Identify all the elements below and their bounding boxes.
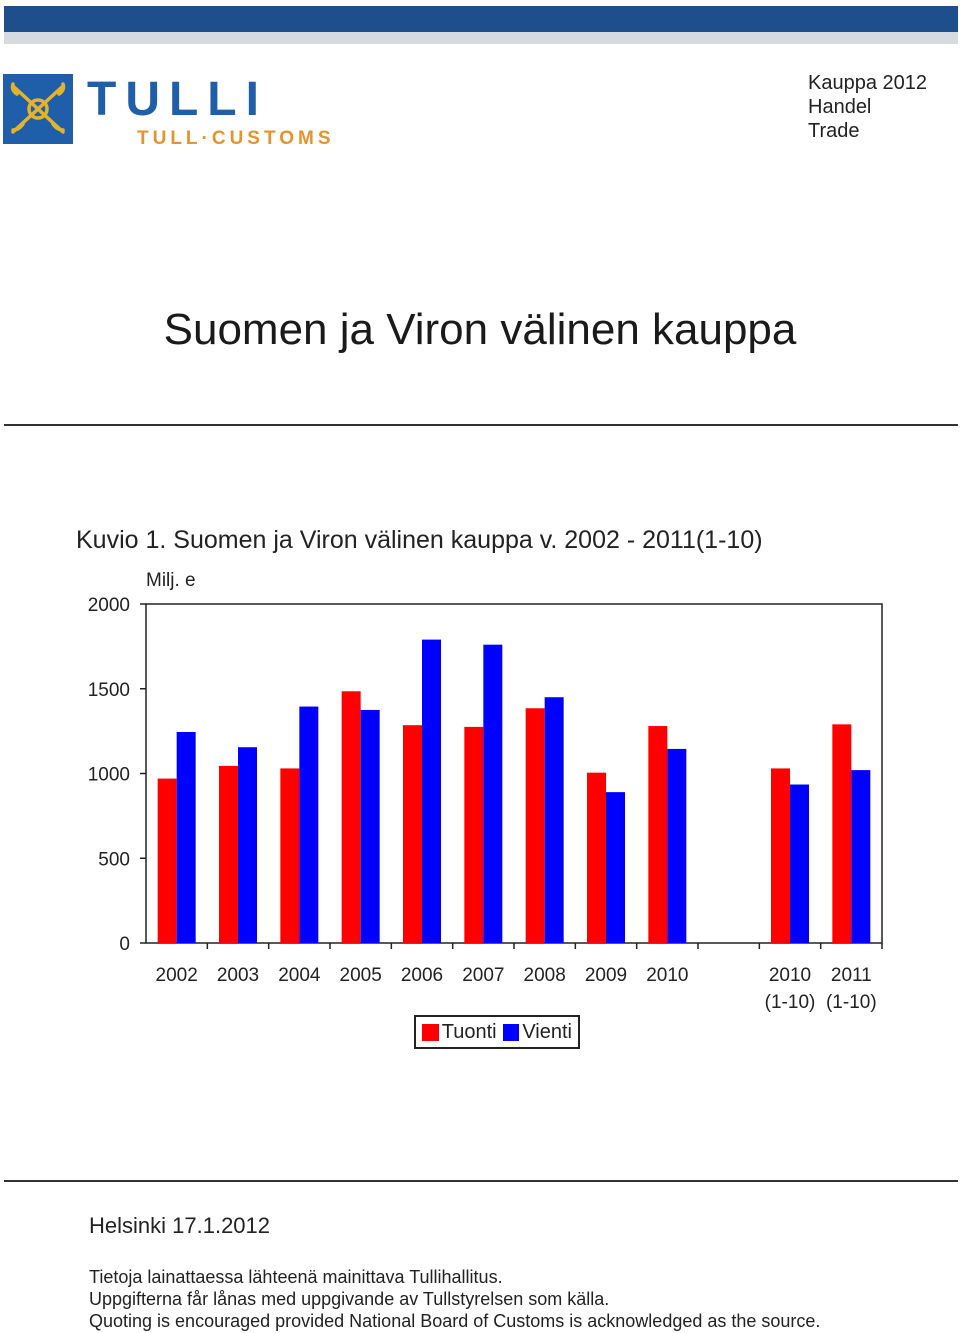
legend-swatch-tuonti — [422, 1023, 439, 1041]
divider-bottom — [4, 1180, 958, 1182]
x-tick-label: 2002 — [156, 965, 198, 986]
x-tick-label: 2011 — [831, 965, 872, 986]
bar-vienti — [422, 639, 441, 943]
chart-title: Kuvio 1. Suomen ja Viron välinen kauppa … — [76, 526, 763, 554]
bar-tuonti — [587, 772, 606, 943]
bar-vienti — [360, 709, 380, 943]
page-title: Suomen ja Viron välinen kauppa — [163, 305, 797, 354]
bar-tuonti — [403, 725, 422, 943]
bar-vienti — [851, 770, 871, 943]
footnote-line: Uppgifterna får lånas med uppgivande av … — [89, 1289, 610, 1309]
bar-tuonti — [648, 726, 668, 943]
header-line: Kauppa 2012 — [808, 72, 928, 94]
x-tick-label: 2008 — [524, 965, 566, 986]
x-tick-label: 2007 — [462, 965, 504, 986]
bar-tuonti — [280, 768, 300, 943]
y-tick-label: 1000 — [88, 765, 130, 786]
y-axis-label: Milj. e — [146, 570, 196, 591]
x-tick-label: 2010 — [769, 965, 811, 986]
header-right-text: Kauppa 2012 Handel Trade — [808, 71, 927, 143]
bar-vienti — [238, 747, 257, 943]
bar-chart: 0 500 1000 1500 2000 Milj. e 2002 2003 2004 2005 2… — [88, 570, 883, 1013]
bar-vienti — [176, 731, 196, 943]
footnotes: Tietoja lainattaessa lähteenä mainittava… — [89, 1266, 820, 1332]
bar-vienti — [299, 706, 319, 943]
legend-swatch-vienti — [502, 1023, 520, 1041]
legend-label-vienti: Vienti — [522, 1020, 572, 1043]
bar-tuonti — [157, 778, 177, 943]
bar-tuonti — [219, 765, 238, 943]
header-line: Trade — [808, 120, 860, 142]
bar-vienti — [667, 748, 687, 943]
bar-tuonti — [464, 726, 484, 943]
footnote-line: Quoting is encouraged provided National … — [89, 1311, 821, 1331]
bar-tuonti — [832, 724, 852, 943]
top-band-shadow — [4, 32, 958, 44]
x-tick-label: 2006 — [401, 965, 443, 986]
x-tick-label: 2010 — [646, 965, 688, 986]
x-tick-label: (1-10) — [765, 992, 816, 1013]
x-tick-label: 2005 — [340, 965, 382, 986]
chart-legend: Tuonti Vienti — [414, 1015, 580, 1049]
footnote-line: Tietoja lainattaessa lähteenä mainittava… — [89, 1267, 503, 1287]
logo-wordmark: TULLI — [87, 73, 268, 126]
bar-tuonti — [341, 691, 361, 943]
x-tick-label: (1-10) — [826, 992, 877, 1013]
divider-top — [4, 424, 958, 426]
x-tick-label: 2003 — [217, 965, 259, 986]
x-tick-label: 2004 — [278, 965, 321, 986]
x-tick-label: 2009 — [585, 965, 627, 986]
bar-tuonti — [525, 708, 545, 943]
logo-subwordmark: TULL·CUSTOMS — [137, 128, 335, 149]
legend-label-tuonti: Tuonti — [441, 1020, 497, 1043]
bar-tuonti — [771, 768, 790, 943]
tulli-logo: TULLI TULL·CUSTOMS — [3, 73, 363, 152]
bar-vienti — [790, 784, 809, 943]
y-tick-label: 500 — [98, 849, 130, 870]
top-band — [4, 6, 958, 32]
place-date: Helsinki 17.1.2012 — [89, 1213, 271, 1238]
header-line: Handel — [808, 96, 872, 118]
customs-emblem-icon — [3, 74, 73, 144]
y-tick-label: 1500 — [88, 680, 130, 701]
bar-vienti — [544, 697, 564, 943]
y-tick-label: 0 — [119, 934, 130, 955]
y-tick-label: 2000 — [88, 595, 130, 616]
bar-vienti — [483, 644, 503, 943]
bar-vienti — [606, 792, 625, 943]
